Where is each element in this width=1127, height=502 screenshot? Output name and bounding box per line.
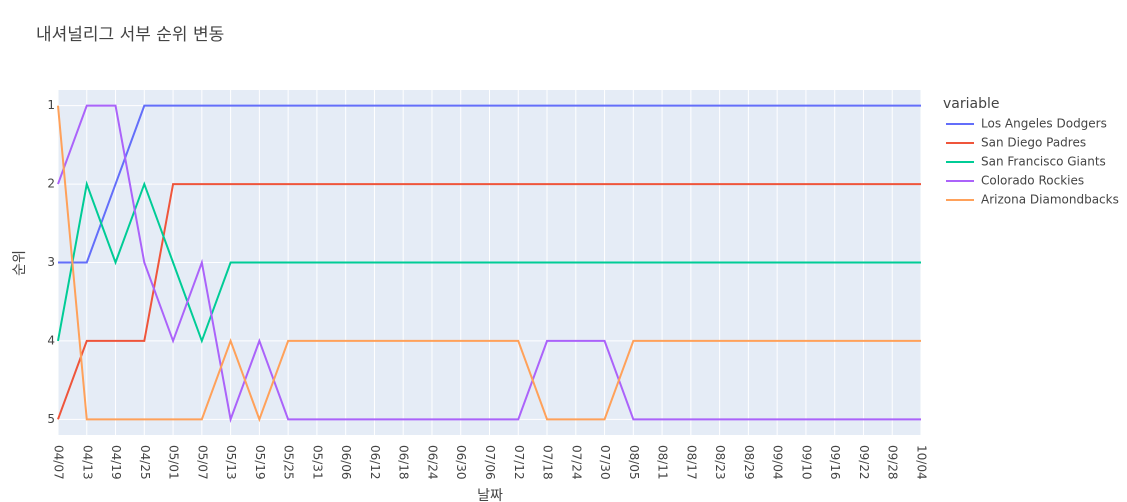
- chart-title: 내셔널리그 서부 순위 변동: [36, 25, 224, 45]
- series-line: [57, 104, 921, 424]
- x-tick-label: 05/13: [224, 445, 238, 480]
- x-tick-label: 04/13: [80, 445, 94, 480]
- x-tick-label: 08/23: [713, 445, 727, 480]
- x-tick-label: 05/19: [253, 445, 267, 480]
- x-tick-label: 06/12: [368, 445, 382, 480]
- x-tick-label: 06/30: [454, 445, 468, 480]
- x-tick-label: 09/16: [828, 445, 842, 480]
- x-tick-label: 07/24: [569, 445, 583, 480]
- x-tick-label: 07/12: [512, 445, 526, 480]
- y-tick-label: 5: [47, 412, 55, 426]
- legend-label: Colorado Rockies: [981, 174, 1084, 188]
- x-tick-label: 07/30: [598, 445, 612, 480]
- x-tick-label: 05/31: [310, 445, 324, 480]
- x-tick-label: 06/24: [425, 445, 439, 480]
- series-line: [57, 105, 921, 423]
- x-tick-label: 09/04: [771, 445, 785, 480]
- legend-label: San Francisco Giants: [981, 155, 1106, 169]
- x-tick-label: 06/18: [397, 445, 411, 480]
- x-tick-label: 04/07: [52, 445, 66, 480]
- x-tick-label: 07/18: [541, 445, 555, 480]
- x-tick-label: 04/25: [138, 445, 152, 480]
- x-tick-label: 08/05: [627, 445, 641, 480]
- x-tick-label: 09/22: [857, 445, 871, 480]
- x-tick-label: 09/28: [886, 445, 900, 480]
- x-tick-label: 08/29: [742, 445, 756, 480]
- legend-label: Los Angeles Dodgers: [981, 117, 1107, 131]
- x-tick-label: 09/10: [799, 445, 813, 480]
- y-tick-label: 1: [47, 98, 55, 112]
- x-tick-label: 08/17: [684, 445, 698, 480]
- x-tick-label: 05/01: [167, 445, 181, 480]
- legend-label: Arizona Diamondbacks: [981, 193, 1119, 207]
- series-line: [57, 183, 921, 420]
- y-axis-title: 순위: [12, 250, 28, 276]
- x-tick-label: 05/25: [282, 445, 296, 480]
- series-line: [58, 104, 921, 264]
- x-tick-label: 04/19: [109, 445, 123, 480]
- x-tick-label: 08/11: [656, 445, 670, 480]
- x-tick-label: 06/06: [339, 445, 353, 480]
- x-tick-label: 07/06: [483, 445, 497, 480]
- y-tick-label: 4: [47, 333, 55, 347]
- x-axis-title: 날짜: [477, 488, 503, 502]
- y-tick-label: 3: [47, 255, 55, 269]
- x-tick-label: 05/07: [195, 445, 209, 480]
- legend-title: variable: [943, 96, 999, 112]
- legend-label: San Diego Padres: [981, 136, 1086, 150]
- series-line: [57, 180, 921, 344]
- y-tick-label: 2: [47, 177, 55, 191]
- x-tick-label: 10/04: [915, 445, 929, 480]
